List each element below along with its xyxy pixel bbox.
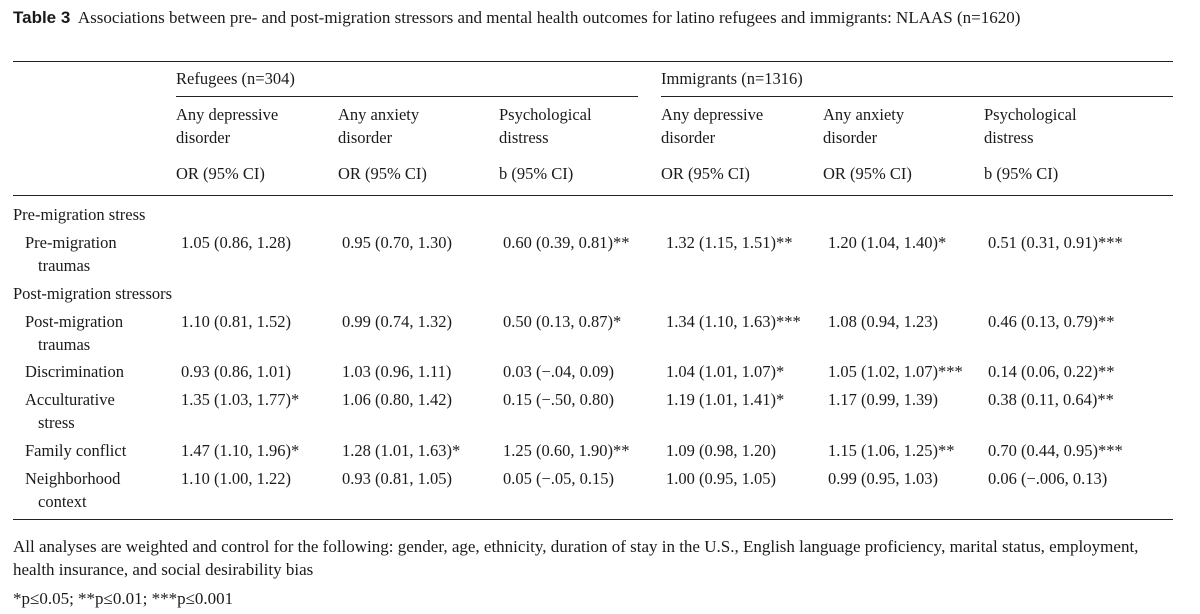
table-cell: 0.99 (0.74, 1.32) bbox=[342, 312, 452, 331]
table-label: Table 3 bbox=[13, 8, 71, 27]
section-title-post-migration: Post-migration stressors bbox=[13, 284, 173, 303]
table-cell: 1.03 (0.96, 1.11) bbox=[342, 362, 452, 381]
row-label-post-migration-traumas: Post-migration bbox=[25, 312, 124, 331]
table-cell: 1.08 (0.94, 1.23) bbox=[828, 312, 938, 331]
col-header-imm-depressive-stat: OR (95% CI) bbox=[661, 164, 750, 183]
immigrants-group-rule bbox=[661, 96, 1173, 97]
col-header-ref-anxiety-stat: OR (95% CI) bbox=[338, 164, 427, 183]
table-cell: 0.15 (−.50, 0.80) bbox=[503, 390, 615, 409]
table-cell: 1.15 (1.06, 1.25)** bbox=[828, 441, 955, 460]
table-cell: 0.06 (−.006, 0.13) bbox=[988, 469, 1108, 488]
row-label-family-conflict: Family conflict bbox=[25, 441, 127, 460]
table-cell: 0.14 (0.06, 0.22)** bbox=[988, 362, 1115, 381]
col-header-imm-anxiety-line2: disorder bbox=[823, 128, 878, 147]
table-cell: 0.99 (0.95, 1.03) bbox=[828, 469, 938, 488]
table-cell: 0.95 (0.70, 1.30) bbox=[342, 233, 452, 252]
row-label-acculturative-stress-line2: stress bbox=[38, 413, 75, 432]
col-header-ref-distress-line2: distress bbox=[499, 128, 549, 147]
table-cell: 1.20 (1.04, 1.40)* bbox=[828, 233, 947, 252]
col-header-imm-anxiety-stat: OR (95% CI) bbox=[823, 164, 912, 183]
section-title-pre-migration: Pre-migration stress bbox=[13, 205, 146, 224]
significance-note: *p≤0.05; **p≤0.01; ***p≤0.001 bbox=[13, 589, 234, 608]
table-cell: 1.19 (1.01, 1.41)* bbox=[666, 390, 785, 409]
table-cell: 0.93 (0.86, 1.01) bbox=[181, 362, 291, 381]
table-cell: 1.32 (1.15, 1.51)** bbox=[666, 233, 793, 252]
row-label-discrimination: Discrimination bbox=[25, 362, 124, 381]
row-label-acculturative-stress: Acculturative bbox=[25, 390, 115, 409]
col-header-imm-anxiety: Any anxiety bbox=[823, 105, 905, 124]
col-header-imm-distress-stat: b (95% CI) bbox=[984, 164, 1059, 183]
table-cell: 0.03 (−.04, 0.09) bbox=[503, 362, 615, 381]
analysis-note: All analyses are weighted and control fo… bbox=[13, 537, 1139, 579]
table-cell: 0.70 (0.44, 0.95)*** bbox=[988, 441, 1123, 460]
bottom-rule bbox=[13, 519, 1173, 520]
top-rule bbox=[13, 61, 1173, 62]
table-cell: 1.34 (1.10, 1.63)*** bbox=[666, 312, 801, 331]
table-cell: 0.60 (0.39, 0.81)** bbox=[503, 233, 630, 252]
table-cell: 1.00 (0.95, 1.05) bbox=[666, 469, 776, 488]
col-header-ref-depressive: Any depressive bbox=[176, 105, 279, 124]
group-header-refugees: Refugees (n=304) bbox=[176, 69, 295, 88]
table-cell: 1.04 (1.01, 1.07)* bbox=[666, 362, 785, 381]
row-label-post-migration-traumas-line2: traumas bbox=[38, 335, 91, 354]
table-cell: 1.05 (0.86, 1.28) bbox=[181, 233, 291, 252]
table-cell: 1.47 (1.10, 1.96)* bbox=[181, 441, 300, 460]
table-cell: 1.28 (1.01, 1.63)* bbox=[342, 441, 461, 460]
table-cell: 0.51 (0.31, 0.91)*** bbox=[988, 233, 1123, 252]
table-cell: 0.50 (0.13, 0.87)* bbox=[503, 312, 622, 331]
table-cell: 0.05 (−.05, 0.15) bbox=[503, 469, 615, 488]
table-cell: 0.38 (0.11, 0.64)** bbox=[988, 390, 1114, 409]
col-header-ref-anxiety: Any anxiety bbox=[338, 105, 420, 124]
col-header-ref-depressive-line2: disorder bbox=[176, 128, 231, 147]
table-title: Associations between pre- and post-migra… bbox=[77, 8, 1021, 27]
col-header-imm-distress-line2: distress bbox=[984, 128, 1034, 147]
header-bottom-rule bbox=[13, 195, 1173, 196]
table-cell: 1.10 (0.81, 1.52) bbox=[181, 312, 291, 331]
col-header-ref-anxiety-line2: disorder bbox=[338, 128, 393, 147]
refugees-group-rule bbox=[176, 96, 638, 97]
table-cell: 0.93 (0.81, 1.05) bbox=[342, 469, 452, 488]
col-header-ref-distress: Psychological bbox=[499, 105, 592, 124]
table-cell: 0.46 (0.13, 0.79)** bbox=[988, 312, 1115, 331]
table-cell: 1.06 (0.80, 1.42) bbox=[342, 390, 452, 409]
col-header-imm-depressive: Any depressive bbox=[661, 105, 764, 124]
col-header-imm-depressive-line2: disorder bbox=[661, 128, 716, 147]
row-label-pre-migration-traumas: Pre-migration bbox=[25, 233, 117, 252]
col-header-ref-distress-stat: b (95% CI) bbox=[499, 164, 574, 183]
col-header-ref-depressive-stat: OR (95% CI) bbox=[176, 164, 265, 183]
group-header-immigrants: Immigrants (n=1316) bbox=[661, 69, 803, 88]
table-cell: 1.35 (1.03, 1.77)* bbox=[181, 390, 300, 409]
table-cell: 1.10 (1.00, 1.22) bbox=[181, 469, 291, 488]
table-cell: 1.25 (0.60, 1.90)** bbox=[503, 441, 630, 460]
table-cell: 1.09 (0.98, 1.20) bbox=[666, 441, 776, 460]
row-label-pre-migration-traumas-line2: traumas bbox=[38, 256, 91, 275]
row-label-neighborhood-context-line2: context bbox=[38, 492, 87, 511]
table-caption: Table 3 Associations between pre- and po… bbox=[13, 6, 1173, 29]
row-label-neighborhood-context: Neighborhood bbox=[25, 469, 121, 488]
col-header-imm-distress: Psychological bbox=[984, 105, 1077, 124]
table-cell: 1.05 (1.02, 1.07)*** bbox=[828, 362, 963, 381]
table-cell: 1.17 (0.99, 1.39) bbox=[828, 390, 938, 409]
